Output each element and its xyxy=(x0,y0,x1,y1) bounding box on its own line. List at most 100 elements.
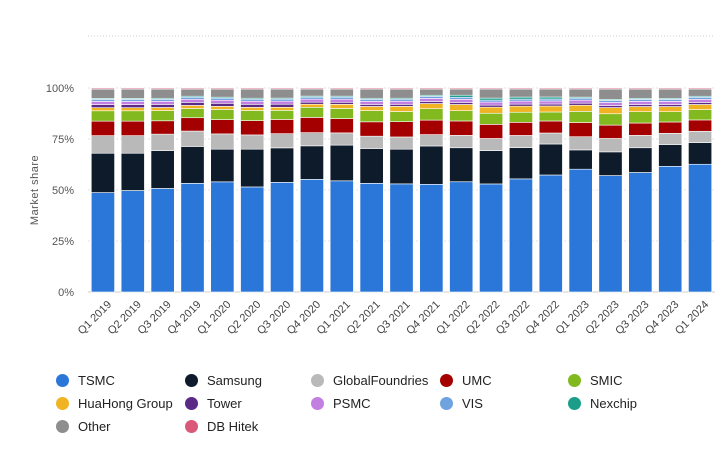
bar-segment-huahong-group[interactable] xyxy=(688,104,713,110)
bar-segment-samsung[interactable] xyxy=(479,150,504,185)
bar-segment-samsung[interactable] xyxy=(240,148,265,188)
bar-segment-smic[interactable] xyxy=(389,111,414,122)
legend-item-psmc[interactable]: PSMC xyxy=(311,393,371,413)
bar-segment-db-hitek[interactable] xyxy=(508,87,533,90)
bar-segment-db-hitek[interactable] xyxy=(120,87,145,90)
bar-segment-huahong-group[interactable] xyxy=(628,106,653,113)
bar-segment-psmc[interactable] xyxy=(628,101,653,105)
bar-segment-samsung[interactable] xyxy=(120,152,145,191)
bar-segment-db-hitek[interactable] xyxy=(449,87,474,90)
bar-segment-vis[interactable] xyxy=(449,96,474,100)
bar-segment-tower[interactable] xyxy=(180,102,205,106)
bar-segment-samsung[interactable] xyxy=(419,145,444,185)
bar-segment-smic[interactable] xyxy=(628,111,653,124)
bar-segment-other[interactable] xyxy=(210,88,235,98)
bar-segment-samsung[interactable] xyxy=(329,144,354,182)
bar-segment-other[interactable] xyxy=(598,88,623,100)
bar-segment-nexchip[interactable] xyxy=(538,96,563,100)
bar-segment-other[interactable] xyxy=(419,88,444,96)
bar-segment-smic[interactable] xyxy=(449,110,474,122)
bar-segment-vis[interactable] xyxy=(538,98,563,102)
legend-item-tower[interactable]: Tower xyxy=(185,393,242,413)
bar-segment-umc[interactable] xyxy=(270,119,295,134)
bar-segment-tower[interactable] xyxy=(389,104,414,107)
bar-segment-db-hitek[interactable] xyxy=(538,87,563,90)
bar-segment-umc[interactable] xyxy=(568,122,593,138)
bar-segment-umc[interactable] xyxy=(389,121,414,138)
bar-segment-umc[interactable] xyxy=(449,120,474,136)
bar-segment-tower[interactable] xyxy=(508,103,533,107)
bar-segment-db-hitek[interactable] xyxy=(90,87,115,90)
bar-segment-other[interactable] xyxy=(180,88,205,97)
bar-segment-umc[interactable] xyxy=(299,117,324,133)
bar-segment-other[interactable] xyxy=(270,88,295,99)
bar-segment-db-hitek[interactable] xyxy=(150,87,175,90)
bar-segment-huahong-group[interactable] xyxy=(419,103,444,110)
bar-segment-psmc[interactable] xyxy=(449,99,474,103)
bar-segment-tsmc[interactable] xyxy=(120,190,145,293)
bar-segment-vis[interactable] xyxy=(419,95,444,99)
bar-segment-huahong-group[interactable] xyxy=(150,107,175,111)
bar-segment-vis[interactable] xyxy=(658,99,683,102)
bar-segment-samsung[interactable] xyxy=(180,146,205,184)
bar-segment-tower[interactable] xyxy=(658,104,683,107)
bar-segment-vis[interactable] xyxy=(479,99,504,103)
bar-segment-tsmc[interactable] xyxy=(210,181,235,293)
bar-segment-other[interactable] xyxy=(688,88,713,97)
bar-segment-tsmc[interactable] xyxy=(508,178,533,293)
bar-segment-vis[interactable] xyxy=(688,96,713,100)
bar-segment-samsung[interactable] xyxy=(598,151,623,176)
bar-segment-other[interactable] xyxy=(299,88,324,97)
bar-segment-globalfoundries[interactable] xyxy=(299,132,324,147)
bar-segment-other[interactable] xyxy=(90,88,115,99)
bar-segment-samsung[interactable] xyxy=(299,145,324,180)
bar-segment-vis[interactable] xyxy=(180,96,205,100)
bar-segment-samsung[interactable] xyxy=(508,147,533,180)
bar-segment-other[interactable] xyxy=(449,88,474,96)
bar-segment-psmc[interactable] xyxy=(688,99,713,103)
bar-segment-globalfoundries[interactable] xyxy=(688,130,713,143)
bar-segment-tower[interactable] xyxy=(270,103,295,108)
bar-segment-psmc[interactable] xyxy=(90,101,115,105)
bar-segment-nexchip[interactable] xyxy=(449,94,474,98)
bar-segment-psmc[interactable] xyxy=(568,99,593,104)
bar-segment-umc[interactable] xyxy=(419,119,444,135)
bar-segment-samsung[interactable] xyxy=(688,142,713,165)
bar-segment-globalfoundries[interactable] xyxy=(508,135,533,148)
bar-segment-psmc[interactable] xyxy=(240,100,265,105)
legend-item-db-hitek[interactable]: DB Hitek xyxy=(185,416,258,436)
bar-segment-smic[interactable] xyxy=(419,108,444,121)
bar-segment-umc[interactable] xyxy=(120,120,145,136)
bar-segment-samsung[interactable] xyxy=(270,147,295,183)
bar-segment-smic[interactable] xyxy=(329,108,354,119)
bar-segment-huahong-group[interactable] xyxy=(449,104,474,111)
bar-segment-tower[interactable] xyxy=(479,104,504,108)
bar-segment-samsung[interactable] xyxy=(628,147,653,173)
bar-segment-psmc[interactable] xyxy=(150,101,175,105)
bar-segment-tsmc[interactable] xyxy=(449,181,474,293)
bar-segment-vis[interactable] xyxy=(150,98,175,102)
bar-segment-huahong-group[interactable] xyxy=(389,106,414,112)
bar-segment-smic[interactable] xyxy=(658,111,683,123)
bar-segment-umc[interactable] xyxy=(240,120,265,136)
bar-segment-tsmc[interactable] xyxy=(270,182,295,293)
bar-segment-tower[interactable] xyxy=(449,102,474,105)
bar-segment-tower[interactable] xyxy=(120,104,145,108)
bar-segment-smic[interactable] xyxy=(598,113,623,126)
bar-segment-smic[interactable] xyxy=(180,108,205,119)
bar-segment-globalfoundries[interactable] xyxy=(359,135,384,149)
bar-segment-vis[interactable] xyxy=(120,99,145,102)
bar-segment-psmc[interactable] xyxy=(359,101,384,105)
legend-item-huahong-group[interactable]: HuaHong Group xyxy=(56,393,173,413)
bar-segment-db-hitek[interactable] xyxy=(658,87,683,90)
bar-segment-huahong-group[interactable] xyxy=(90,107,115,112)
bar-segment-db-hitek[interactable] xyxy=(240,87,265,90)
bar-segment-psmc[interactable] xyxy=(299,98,324,103)
bar-segment-smic[interactable] xyxy=(120,110,145,122)
bar-segment-smic[interactable] xyxy=(210,109,235,120)
bar-segment-samsung[interactable] xyxy=(658,144,683,167)
bar-segment-tsmc[interactable] xyxy=(299,179,324,293)
bar-segment-db-hitek[interactable] xyxy=(329,87,354,90)
bar-segment-huahong-group[interactable] xyxy=(359,106,384,111)
bar-segment-huahong-group[interactable] xyxy=(598,107,623,115)
